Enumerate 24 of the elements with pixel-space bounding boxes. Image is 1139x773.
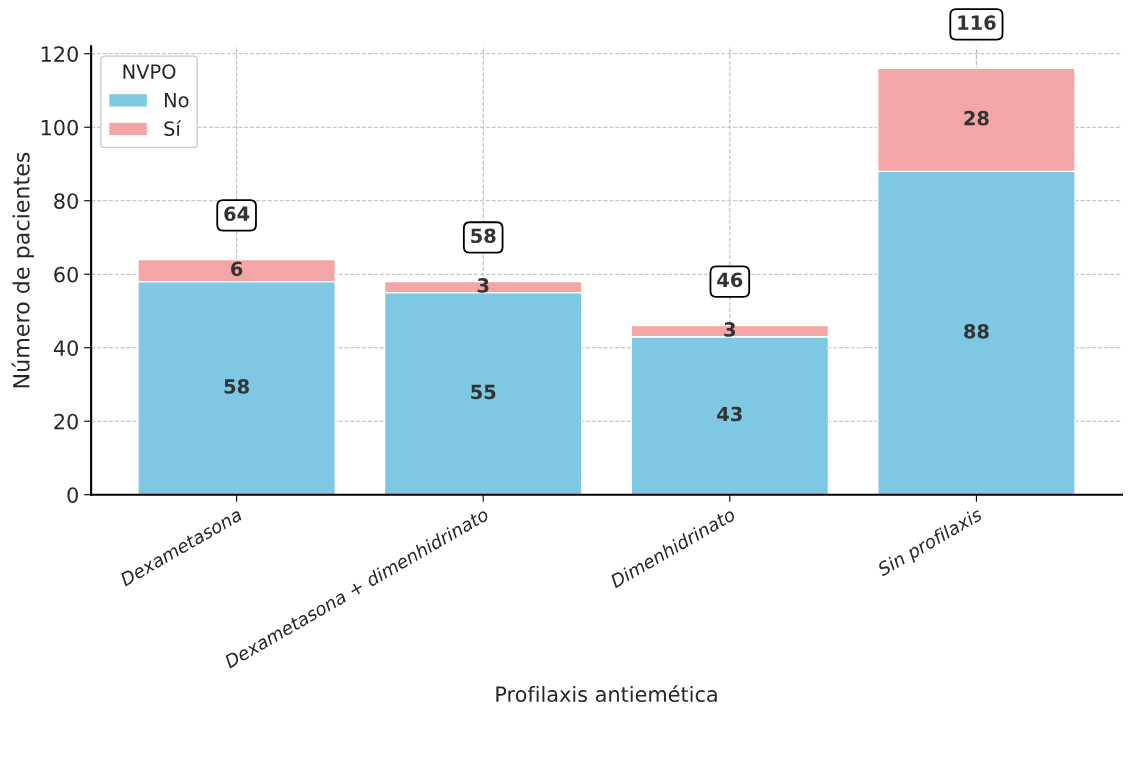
y-tick-label: 100 — [41, 119, 78, 136]
data-label: 3 — [724, 322, 736, 337]
total-label: 116 — [958, 15, 996, 30]
y-tick-label: 120 — [41, 46, 78, 62]
y-tick-label: 40 — [53, 340, 78, 356]
legend-label: No — [164, 93, 189, 108]
y-tick-label: 0 — [67, 487, 78, 503]
legend-label: Sí — [164, 120, 182, 137]
y-tick-label: 60 — [54, 266, 78, 283]
data-label: 55 — [471, 384, 496, 400]
data-label: 88 — [964, 323, 989, 339]
y-axis-title: Número de pacientes — [11, 152, 34, 388]
data-label: 3 — [477, 278, 489, 293]
data-label: 43 — [717, 406, 742, 422]
y-tick-label: 20 — [54, 413, 78, 430]
x-axis-title: Profilaxis antiemética — [496, 685, 717, 703]
total-label: 46 — [717, 272, 743, 288]
y-tick-label: 80 — [54, 193, 78, 209]
data-label: 28 — [964, 110, 989, 126]
total-label: 64 — [224, 206, 250, 222]
data-label: 58 — [224, 379, 249, 394]
total-label: 58 — [471, 228, 496, 244]
legend-title: NVPO — [123, 64, 176, 79]
data-label: 6 — [231, 261, 243, 277]
